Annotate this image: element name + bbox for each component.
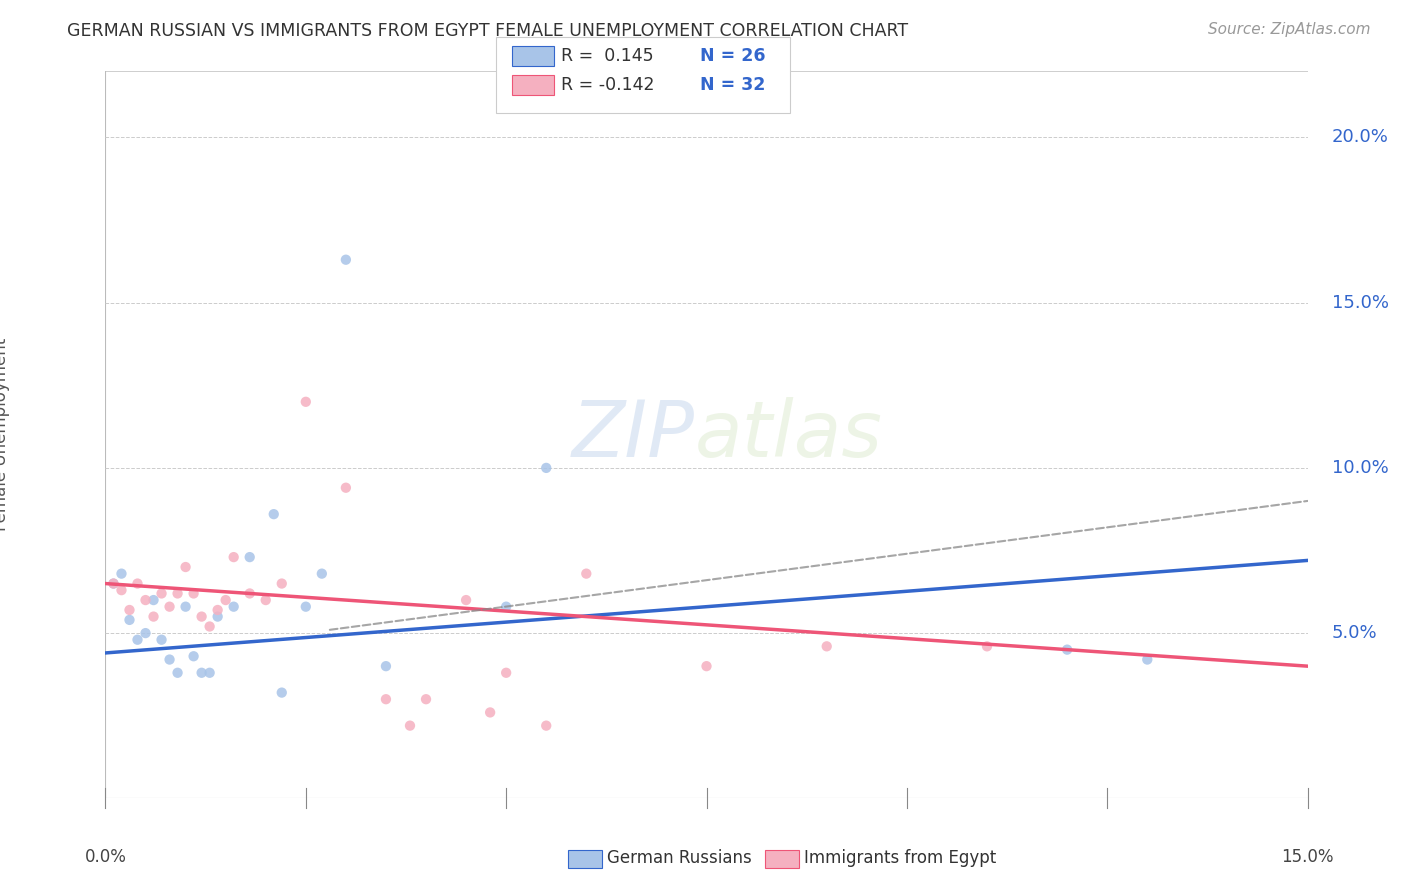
Point <box>174 599 197 614</box>
Point <box>118 613 141 627</box>
Text: German Russians: German Russians <box>607 849 752 867</box>
Point <box>190 609 212 624</box>
Text: Immigrants from Egypt: Immigrants from Egypt <box>804 849 997 867</box>
Text: Female Unemployment: Female Unemployment <box>0 338 10 532</box>
Point <box>142 593 165 607</box>
Text: GERMAN RUSSIAN VS IMMIGRANTS FROM EGYPT FEMALE UNEMPLOYMENT CORRELATION CHART: GERMAN RUSSIAN VS IMMIGRANTS FROM EGYPT … <box>67 22 908 40</box>
Point <box>183 586 205 600</box>
Point <box>335 481 357 495</box>
Point <box>335 252 357 267</box>
Point <box>207 609 229 624</box>
Point <box>495 599 517 614</box>
Point <box>159 599 181 614</box>
Text: 20.0%: 20.0% <box>1331 128 1389 146</box>
Point <box>374 659 398 673</box>
Point <box>190 665 212 680</box>
Point <box>270 576 292 591</box>
Point <box>110 566 132 581</box>
Point <box>142 609 165 624</box>
Point <box>127 632 149 647</box>
Text: 15.0%: 15.0% <box>1281 848 1334 866</box>
Point <box>135 626 157 640</box>
Point <box>270 685 292 699</box>
Point <box>166 665 188 680</box>
Text: N = 32: N = 32 <box>700 76 765 94</box>
Point <box>295 394 318 409</box>
Point <box>110 583 132 598</box>
Point <box>415 692 437 706</box>
Point <box>575 566 598 581</box>
Point <box>159 652 181 666</box>
Point <box>374 692 398 706</box>
Text: N = 26: N = 26 <box>700 47 766 65</box>
Point <box>311 566 333 581</box>
Point <box>1136 652 1159 666</box>
Text: R = -0.142: R = -0.142 <box>561 76 655 94</box>
Point <box>207 603 229 617</box>
Point <box>103 576 125 591</box>
Point <box>222 599 245 614</box>
Point <box>815 640 838 654</box>
Point <box>295 599 318 614</box>
Point <box>166 586 188 600</box>
Point <box>127 576 149 591</box>
Text: 10.0%: 10.0% <box>1331 458 1388 477</box>
Point <box>254 593 277 607</box>
Text: Source: ZipAtlas.com: Source: ZipAtlas.com <box>1208 22 1371 37</box>
Point <box>534 461 557 475</box>
Text: R =  0.145: R = 0.145 <box>561 47 654 65</box>
Text: 15.0%: 15.0% <box>1331 293 1389 311</box>
Text: ZIP: ZIP <box>571 397 695 473</box>
Point <box>263 507 285 521</box>
Point <box>135 593 157 607</box>
Point <box>399 719 422 733</box>
Point <box>976 640 998 654</box>
Point <box>118 603 141 617</box>
Point <box>198 665 221 680</box>
Point <box>103 576 125 591</box>
Point <box>696 659 718 673</box>
Point <box>198 619 221 633</box>
Point <box>239 550 262 565</box>
Point <box>150 586 173 600</box>
Point <box>479 706 502 720</box>
Point <box>495 665 517 680</box>
Point <box>1056 642 1078 657</box>
Point <box>454 593 477 607</box>
Point <box>534 719 557 733</box>
Point <box>150 632 173 647</box>
Point <box>183 649 205 664</box>
Point <box>214 593 236 607</box>
Point <box>174 560 197 574</box>
Text: 5.0%: 5.0% <box>1331 624 1378 642</box>
Point <box>239 586 262 600</box>
Point <box>222 550 245 565</box>
Text: 0.0%: 0.0% <box>84 848 127 866</box>
Text: atlas: atlas <box>695 397 883 473</box>
